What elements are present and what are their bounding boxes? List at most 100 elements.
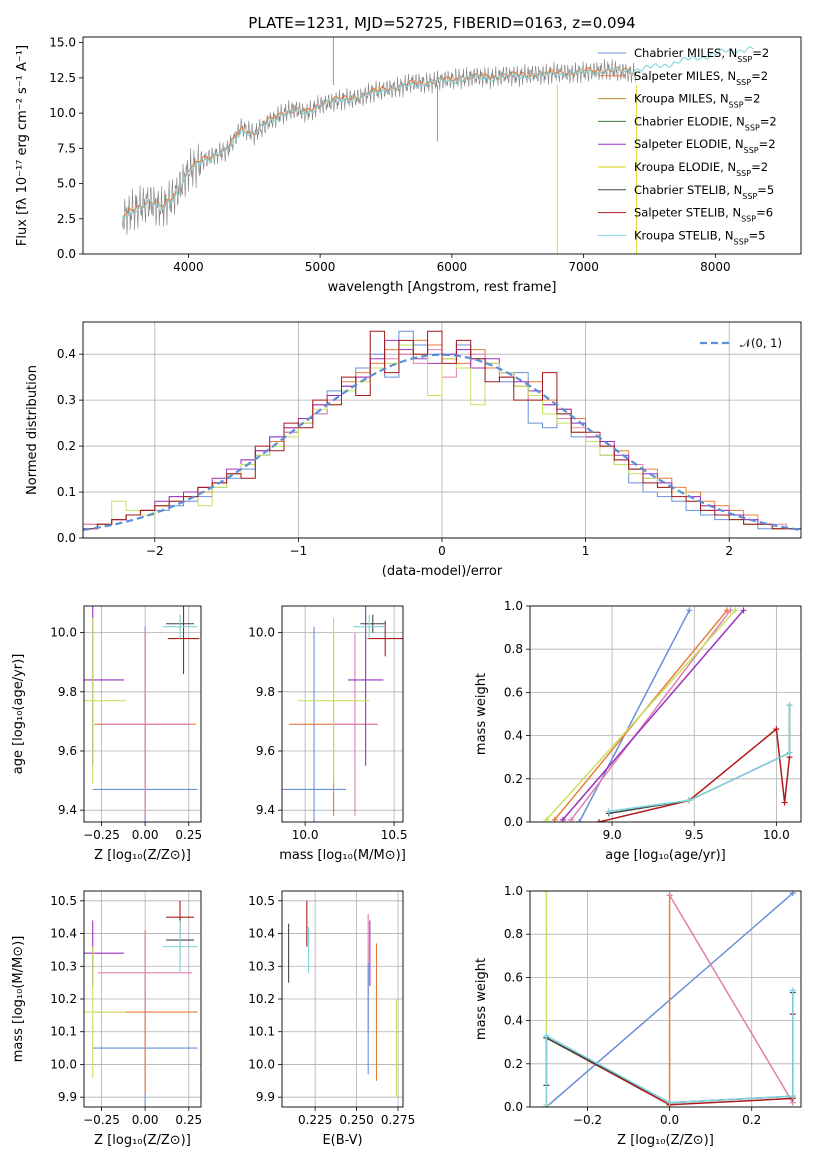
y-tick-label: 10.2	[248, 992, 275, 1006]
x-axis-label: E(B-V)	[322, 1133, 362, 1148]
y-tick-label: 0.1	[57, 485, 76, 499]
plot-area	[282, 606, 403, 822]
chart-panel-mass-vs-EBV: 0.225 0.250 0.275 9.9 10.0 10.1 10.2 10.3 10.4 10…	[248, 890, 415, 1148]
legend-subscript: SSP	[741, 214, 756, 223]
y-tick-label: 0.4	[504, 1014, 523, 1028]
legend-subscript: SSP	[736, 77, 751, 86]
y-tick-label: 10.1	[50, 1025, 77, 1039]
weight-point-marker	[773, 726, 780, 733]
y-tick-label: 9.6	[58, 744, 77, 758]
y-tick-label: 10.0	[50, 626, 77, 640]
legend-text: =2	[744, 92, 761, 106]
x-tick-label: −0.25	[83, 828, 120, 842]
legend-subscript: SSP	[737, 55, 752, 64]
spectrum-line-model	[122, 46, 754, 218]
chart-panel-age-vs-Z: −0.25 0.00 0.25 9.4 9.6 9.8 10.0 Z [log₁₀(Z/Z⊙)…	[11, 605, 202, 863]
x-axis-label: age [log₁₀(age/yr)]	[605, 848, 726, 863]
axes-frame	[529, 605, 802, 823]
x-tick-label: 1	[582, 544, 590, 558]
x-tick-label: 2	[725, 544, 733, 558]
legend-label: Kroupa ELODIE, NSSP=2	[634, 160, 768, 178]
weight-line	[608, 705, 791, 812]
y-tick-label: 10.2	[50, 992, 77, 1006]
x-tick-label: 6000	[437, 260, 468, 274]
x-tick-label: 0.250	[339, 1113, 373, 1127]
plot-area	[530, 891, 801, 1107]
x-tick-label: 9.5	[685, 828, 704, 842]
y-tick-label: 10.4	[248, 927, 275, 941]
y-tick-label: 10.0	[50, 1057, 77, 1071]
x-axis-label: Z [log₁₀(Z/Z⊙)]	[94, 848, 191, 863]
weight-point-marker	[543, 1104, 550, 1107]
chart-panel-weight-vs-age: 9.0 9.5 10.0 0.0 0.2 0.4 0.6 0.8 1.0 age [log₁₀(a…	[474, 599, 802, 863]
y-tick-label: 10.4	[50, 927, 77, 941]
y-tick-label: 0.0	[57, 247, 76, 261]
x-tick-label: 0.25	[175, 1113, 202, 1127]
weight-point-marker	[732, 607, 739, 614]
chart-panel-age-vs-mass: 10.0 10.5 9.4 9.6 9.8 10.0 mass [log₁₀(M/M⊙)]	[248, 605, 407, 863]
normal-curve	[83, 353, 801, 531]
weight-line	[562, 609, 745, 821]
legend-label: Kroupa MILES, NSSP=2	[634, 92, 760, 110]
weight-point-marker	[686, 607, 693, 614]
y-tick-label: 0.2	[504, 1057, 523, 1071]
plot-area	[83, 37, 801, 254]
y-tick-label: 0.2	[57, 439, 76, 453]
axes-frame	[83, 890, 202, 1108]
legend-text: =2	[752, 46, 769, 60]
y-tick-label: 2.5	[57, 212, 76, 226]
x-tick-label: 0.225	[298, 1113, 332, 1127]
y-axis-label: Flux [fλ 10⁻¹⁷ erg cm⁻² s⁻¹ A⁻¹]	[15, 45, 30, 246]
legend-text: Kroupa STELIB, N	[634, 228, 734, 242]
weight-point-marker	[781, 799, 788, 806]
weight-point-marker	[789, 1093, 796, 1100]
legend-subscript: SSP	[734, 237, 749, 246]
y-tick-label: 0.6	[504, 970, 523, 984]
axes-frame	[82, 321, 802, 539]
y-tick-label: 15.0	[49, 36, 76, 50]
x-tick-label: 4000	[173, 260, 204, 274]
axes-frame	[83, 605, 202, 823]
x-axis-label: Z [log₁₀(Z/Z⊙)]	[94, 1133, 191, 1148]
plot-marks	[282, 606, 403, 822]
x-axis-label: (data-model)/error	[382, 564, 503, 579]
legend-text: =2	[760, 114, 777, 128]
weight-point-marker	[740, 607, 747, 614]
y-tick-label: 10.1	[248, 1025, 275, 1039]
y-tick-label: 9.6	[256, 744, 275, 758]
y-tick-label: 10.3	[50, 959, 77, 973]
y-tick-label: 0.8	[504, 642, 523, 656]
y-tick-label: 0.6	[504, 685, 523, 699]
x-tick-label: 0.00	[132, 828, 159, 842]
legend-label: Kroupa STELIB, NSSP=5	[634, 228, 765, 246]
y-tick-label: 10.0	[248, 626, 275, 640]
legend-subscript: SSP	[745, 123, 760, 132]
x-tick-label: 5000	[305, 260, 336, 274]
legend-text: =5	[757, 183, 774, 197]
x-tick-label: −0.2	[573, 1113, 602, 1127]
y-axis-label: mass weight	[474, 673, 489, 755]
plot-marks	[83, 330, 801, 538]
weight-line	[668, 894, 794, 1104]
axes-frame	[82, 36, 802, 255]
legend-label: Salpeter MILES, NSSP=2	[634, 69, 768, 87]
legend-text: Salpeter ELODIE, N	[634, 137, 744, 151]
legend-label: 𝒩(0, 1)	[740, 336, 782, 350]
x-tick-label: 0.2	[742, 1113, 761, 1127]
weight-point-marker	[605, 808, 612, 815]
weight-line	[578, 609, 690, 822]
y-tick-label: 0.3	[57, 393, 76, 407]
x-axis-label: mass [log₁₀(M/M⊙)]	[279, 848, 406, 863]
weight-point-marker	[786, 749, 793, 756]
x-tick-label: 9.0	[603, 828, 622, 842]
x-tick-label: 7000	[568, 260, 599, 274]
x-axis-label: Z [log₁₀(Z/Z⊙)]	[617, 1133, 714, 1148]
y-tick-label: 0.0	[57, 531, 76, 545]
x-tick-label: 0	[438, 544, 446, 558]
legend-subscript: SSP	[742, 191, 757, 200]
y-tick-label: 0.0	[504, 815, 523, 829]
x-tick-label: 0.00	[132, 1113, 159, 1127]
plot-marks	[84, 900, 198, 1107]
